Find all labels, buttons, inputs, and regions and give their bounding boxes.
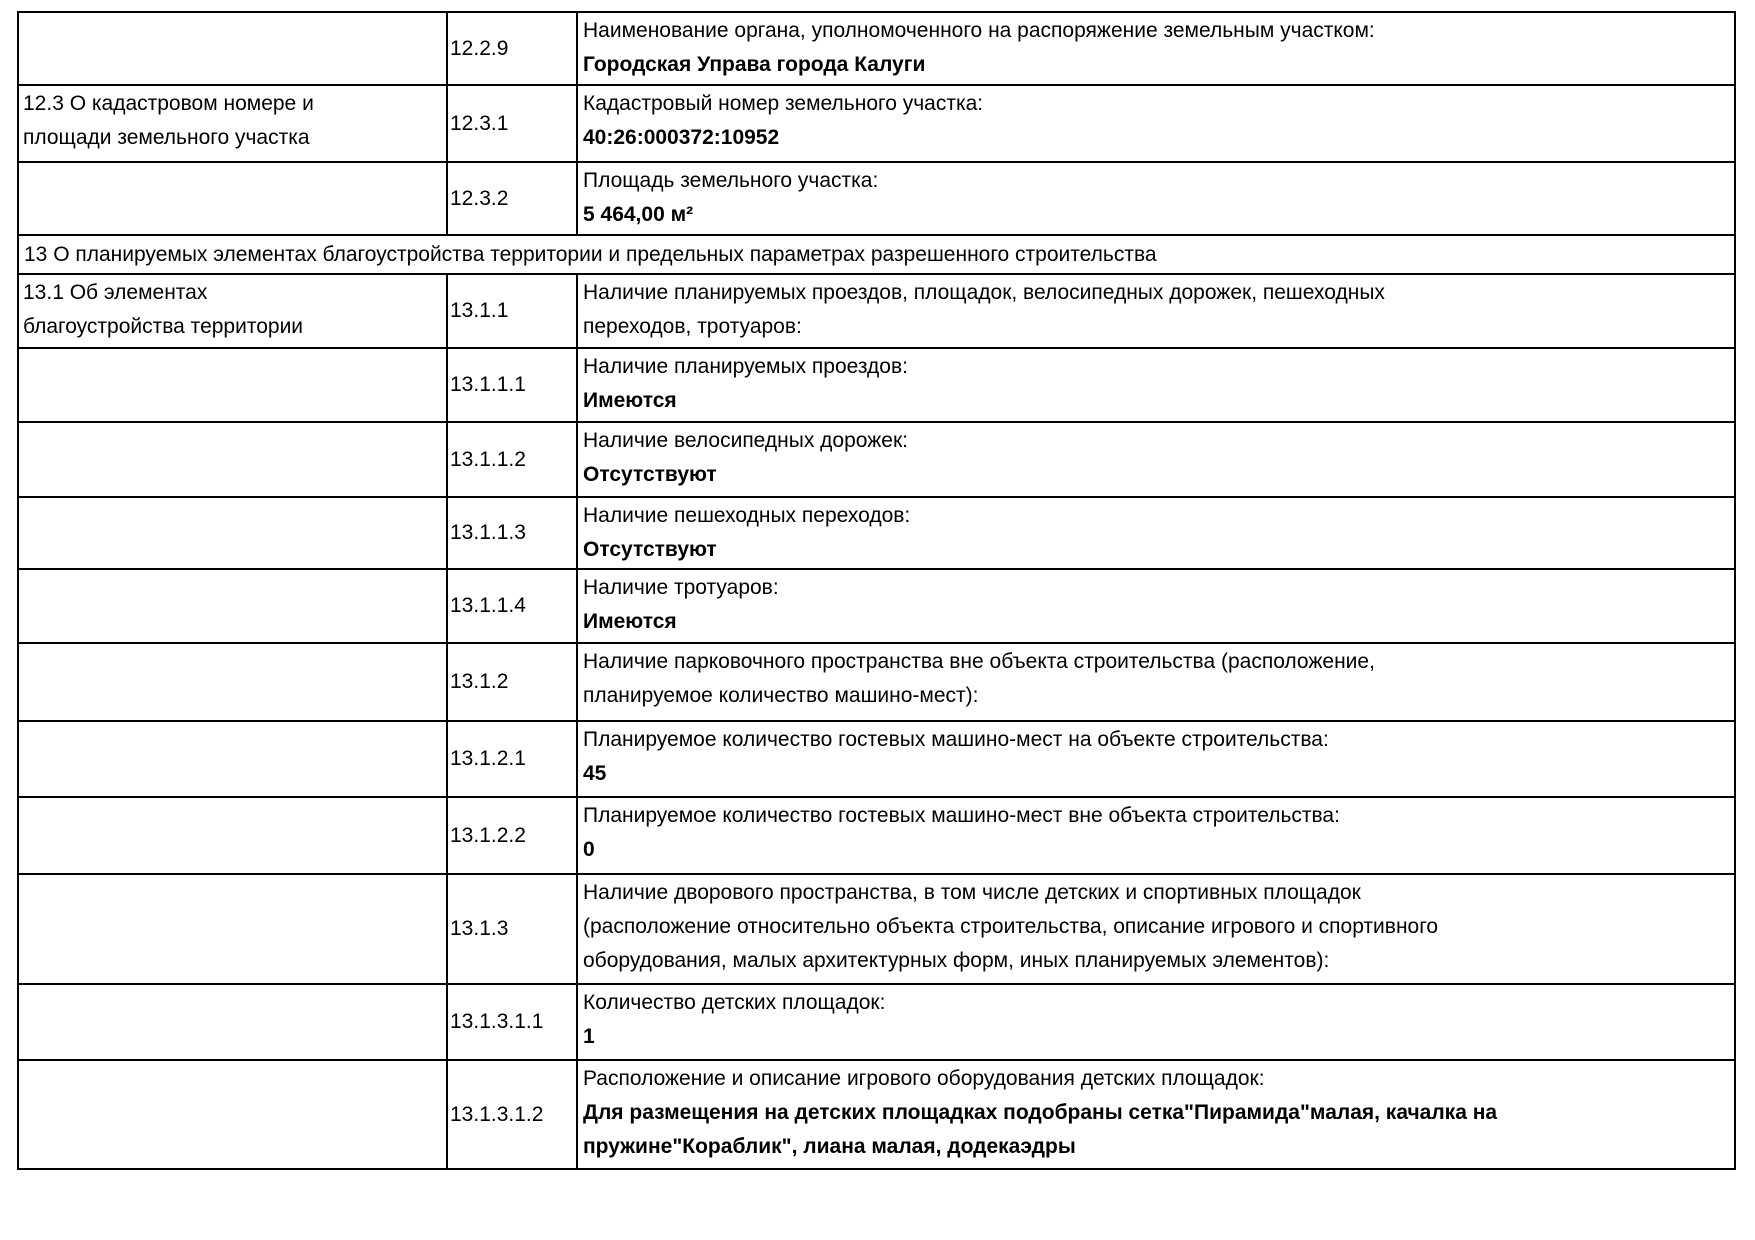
item-label: Наличие дворового пространства, в том чи…	[583, 881, 1439, 972]
section-cell	[17, 568, 448, 644]
project-declaration-table: 12.2.9 Наименование органа, уполномоченн…	[17, 11, 1736, 1170]
item-label: Планируемое количество гостевых машино-м…	[583, 728, 1329, 751]
item-value: Имеются	[583, 389, 677, 412]
item-label: Наименование органа, уполномоченного на …	[583, 19, 1375, 42]
item-label: Расположение и описание игрового оборудо…	[583, 1067, 1265, 1090]
item-content-cell: Наличие велосипедных дорожек: Отсутствую…	[576, 421, 1736, 498]
section-cell: 13.1 Об элементах благоустройства террит…	[17, 273, 448, 349]
item-number-cell: 13.1.1.2	[446, 421, 578, 498]
item-number-cell: 13.1.1.1	[446, 347, 578, 423]
item-number-cell: 13.1.2.2	[446, 796, 578, 875]
item-value: 5 464,00 м²	[583, 203, 694, 226]
item-value: Имеются	[583, 610, 677, 633]
section-cell	[17, 720, 448, 798]
item-content-cell: Кадастровый номер земельного участка: 40…	[576, 84, 1736, 163]
section-cell	[17, 873, 448, 985]
item-number-cell: 13.1.1.4	[446, 568, 578, 644]
table-row: 13.1.2.1 Планируемое количество гостевых…	[17, 720, 1736, 798]
item-content-cell: Наличие планируемых проездов: Имеются	[576, 347, 1736, 423]
item-number-cell: 13.1.2.1	[446, 720, 578, 798]
item-label: Наличие пешеходных переходов:	[583, 504, 911, 527]
table-row: 13.1.3.1.2 Расположение и описание игров…	[17, 1059, 1736, 1170]
section-cell	[17, 161, 448, 236]
table-row: 12.3 О кадастровом номере и площади земе…	[17, 84, 1736, 163]
section-cell	[17, 983, 448, 1061]
table-row: 13.1.1.3 Наличие пешеходных переходов: О…	[17, 496, 1736, 570]
section-header-row: 13 О планируемых элементах благоустройст…	[17, 234, 1736, 275]
item-label: Кадастровый номер земельного участка:	[583, 92, 984, 115]
item-content-cell: Наличие дворового пространства, в том чи…	[576, 873, 1736, 985]
item-value: 1	[583, 1025, 595, 1048]
item-number-cell: 13.1.1.3	[446, 496, 578, 570]
item-value: Отсутствуют	[583, 538, 717, 561]
item-number-cell: 13.1.3	[446, 873, 578, 985]
table-row: 13.1.3.1.1 Количество детских площадок: …	[17, 983, 1736, 1061]
item-value: 0	[583, 838, 595, 861]
item-content-cell: Наличие парковочного пространства вне об…	[576, 642, 1736, 722]
item-value: Отсутствуют	[583, 463, 717, 486]
item-label: Наличие парковочного пространства вне об…	[583, 650, 1375, 707]
item-content-cell: Наличие тротуаров: Имеются	[576, 568, 1736, 644]
item-content-cell: Количество детских площадок: 1	[576, 983, 1736, 1061]
item-content-cell: Площадь земельного участка: 5 464,00 м²	[576, 161, 1736, 236]
item-label: Планируемое количество гостевых машино-м…	[583, 804, 1340, 827]
item-label: Наличие тротуаров:	[583, 576, 779, 599]
table-row: 13.1.2 Наличие парковочного пространства…	[17, 642, 1736, 722]
item-value: 40:26:000372:10952	[583, 126, 780, 149]
section-cell	[17, 796, 448, 875]
item-label: Наличие велосипедных дорожек:	[583, 429, 908, 452]
table-row: 12.2.9 Наименование органа, уполномоченн…	[17, 11, 1736, 86]
item-label: Площадь земельного участка:	[583, 169, 879, 192]
item-number-cell: 13.1.3.1.2	[446, 1059, 578, 1170]
table-row: 13.1.1.4 Наличие тротуаров: Имеются	[17, 568, 1736, 644]
section-cell	[17, 347, 448, 423]
table-row: 12.3.2 Площадь земельного участка: 5 464…	[17, 161, 1736, 236]
table-row: 13.1.1.2 Наличие велосипедных дорожек: О…	[17, 421, 1736, 498]
table-row: 13.1.3 Наличие дворового пространства, в…	[17, 873, 1736, 985]
item-content-cell: Планируемое количество гостевых машино-м…	[576, 796, 1736, 875]
section-cell	[17, 1059, 448, 1170]
section-cell	[17, 421, 448, 498]
item-label: Количество детских площадок:	[583, 991, 886, 1014]
item-content-cell: Наличие пешеходных переходов: Отсутствую…	[576, 496, 1736, 570]
table-row: 13.1.1.1 Наличие планируемых проездов: И…	[17, 347, 1736, 423]
item-number-cell: 12.3.1	[446, 84, 578, 163]
item-number-cell: 13.1.3.1.1	[446, 983, 578, 1061]
item-number-cell: 13.1.2	[446, 642, 578, 722]
item-content-cell: Расположение и описание игрового оборудо…	[576, 1059, 1736, 1170]
section-cell	[17, 642, 448, 722]
item-content-cell: Наименование органа, уполномоченного на …	[576, 11, 1736, 86]
item-content-cell: Планируемое количество гостевых машино-м…	[576, 720, 1736, 798]
section-cell	[17, 11, 448, 86]
item-label: Наличие планируемых проездов:	[583, 355, 908, 378]
table-row: 13.1.2.2 Планируемое количество гостевых…	[17, 796, 1736, 875]
item-number-cell: 13.1.1	[446, 273, 578, 349]
item-value: Городская Управа города Калуги	[583, 53, 926, 76]
item-value: Для размещения на детских площадках подо…	[583, 1101, 1498, 1158]
section-cell: 12.3 О кадастровом номере и площади земе…	[17, 84, 448, 163]
item-value: 45	[583, 762, 607, 785]
item-number-cell: 12.3.2	[446, 161, 578, 236]
section-cell	[17, 496, 448, 570]
section-header: 13 О планируемых элементах благоустройст…	[17, 234, 1736, 275]
item-number-cell: 12.2.9	[446, 11, 578, 86]
item-label: Наличие планируемых проездов, площадок, …	[583, 281, 1385, 338]
item-content-cell: Наличие планируемых проездов, площадок, …	[576, 273, 1736, 349]
table-row: 13.1 Об элементах благоустройства террит…	[17, 273, 1736, 349]
